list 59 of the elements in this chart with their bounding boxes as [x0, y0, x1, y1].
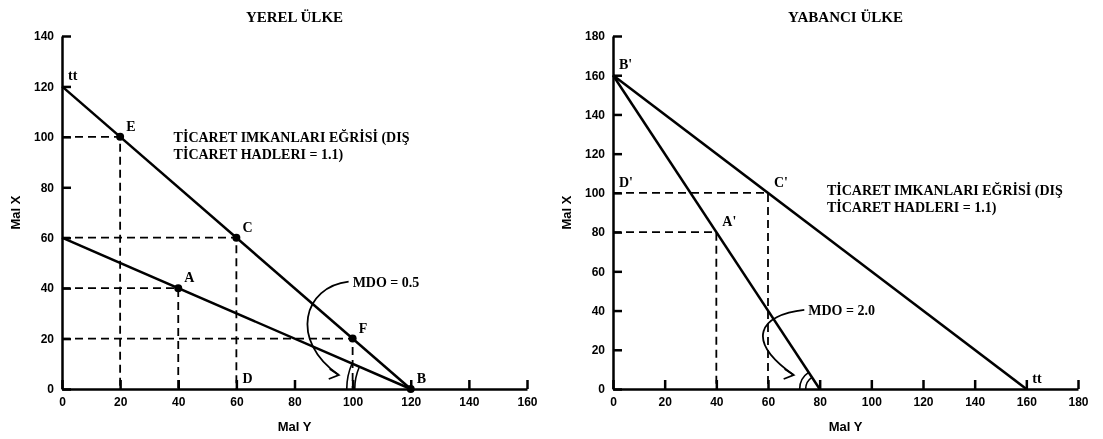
y-tick-label: 60 [40, 231, 55, 246]
x-tick-label: 20 [113, 394, 128, 409]
x-tick-label: 80 [288, 394, 302, 409]
y-tick-label: 0 [598, 382, 606, 397]
annotation: tt [68, 68, 78, 84]
y-tick-label: 60 [591, 264, 606, 279]
x-tick-label: 40 [172, 394, 186, 409]
annotation: tt [1032, 371, 1042, 386]
x-axis-title: Mal Y [277, 419, 312, 434]
annotation: B' [619, 57, 633, 73]
x-tick-label: 120 [913, 394, 934, 409]
y-tick-label: 0 [47, 382, 55, 397]
annotation: MDO = 0.5 [352, 274, 420, 290]
y-tick-label: 40 [40, 281, 55, 296]
x-tick-label: 40 [710, 394, 724, 409]
x-tick-label: 140 [459, 394, 480, 409]
annotation: E [126, 118, 136, 134]
x-tick-label: 60 [230, 394, 244, 409]
x-tick-label: 120 [401, 394, 422, 409]
y-tick-label: 80 [40, 180, 55, 195]
x-axis-title: Mal Y [828, 419, 863, 434]
y-tick-label: 40 [591, 303, 606, 318]
x-tick-label: 180 [1068, 394, 1089, 409]
chart-title: YABANCI ÜLKE [788, 9, 903, 25]
annotation: TİCARET IMKANLARI EĞRİSİ (DIŞ TİCARET HADLERI = 1.1) [173, 128, 410, 163]
annotation: TİCARET IMKANLARI EĞRİSİ (DIŞ TİCARET HADLERI = 1.1) [826, 181, 1063, 216]
y-tick-label: 20 [40, 331, 55, 346]
x-tick-label: 100 [861, 394, 883, 409]
y-tick-label: 140 [33, 29, 55, 44]
x-tick-label: 20 [658, 394, 673, 409]
y-tick-label: 180 [584, 29, 606, 44]
y-tick-label: 20 [591, 343, 606, 358]
y-axis-title: Mal X [559, 195, 574, 230]
y-tick-label: 100 [584, 186, 606, 201]
y-tick-label: 140 [584, 107, 606, 122]
x-tick-label: 80 [813, 394, 828, 409]
x-tick-label: 60 [761, 394, 776, 409]
x-tick-label: 160 [1016, 394, 1038, 409]
y-tick-label: 120 [33, 79, 55, 94]
annotation: F [358, 320, 368, 336]
y-tick-label: 80 [591, 225, 606, 240]
y-tick-label: 160 [584, 68, 606, 83]
y-tick-label: 100 [33, 130, 55, 145]
y-tick-label: 120 [584, 147, 606, 162]
annotation: A [184, 270, 196, 286]
x-tick-label: 0 [59, 394, 67, 409]
annotation: A' [722, 214, 737, 230]
x-tick-label: 160 [517, 394, 538, 409]
x-tick-label: 100 [343, 394, 364, 409]
annotation: C' [774, 174, 788, 190]
annotation: B [416, 371, 427, 386]
y-axis-title: Mal X [8, 195, 23, 230]
x-tick-label: 140 [965, 394, 986, 409]
chart-title: YEREL ÜLKE [245, 9, 344, 25]
x-tick-label: 0 [610, 394, 618, 409]
annotation: MDO = 2.0 [808, 302, 875, 318]
annotation: D [242, 371, 253, 386]
annotation: D' [619, 174, 633, 190]
annotation: C [242, 219, 253, 235]
